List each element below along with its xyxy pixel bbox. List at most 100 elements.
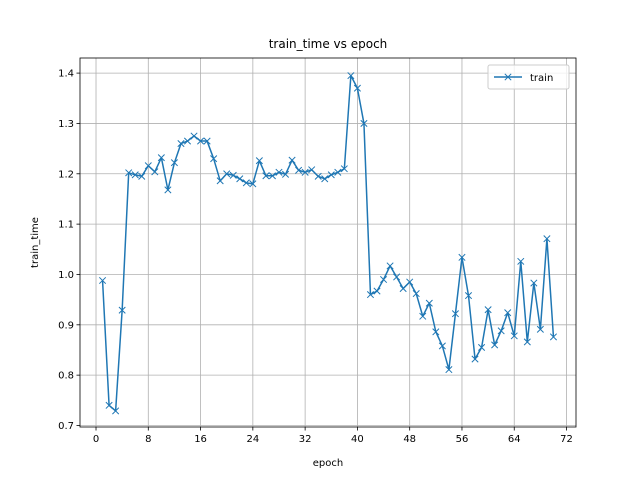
data-point [242,179,250,187]
tick-layer: 0 8 16 24 32 40 48 56 64 72 0.7 0.8 0.9 1.0 1.1 1.2 1.3 1… [58,69,573,445]
series-layer [98,72,558,415]
x-tick-label: 48 [403,434,416,445]
x-tick-label: 64 [508,434,521,445]
data-point [406,278,414,286]
data-point [347,72,355,80]
data-point [236,175,244,183]
data-point [203,137,211,145]
data-point [105,401,113,409]
y-tick-label: 1.0 [58,270,74,281]
data-point [255,157,263,165]
x-tick-label: 56 [456,434,469,445]
data-point [484,306,492,314]
data-point [223,170,231,178]
legend: train [487,64,570,90]
data-point [360,119,368,127]
data-point [438,342,446,350]
data-point [281,170,290,178]
series-line-train [101,74,555,412]
data-point [229,171,237,179]
data-point [412,290,420,298]
data-point [523,338,531,346]
data-point [151,168,159,176]
data-point [386,262,394,270]
data-point [138,172,146,180]
y-tick-label: 0.8 [58,371,74,382]
data-point [419,312,427,320]
data-point [301,168,309,176]
data-point [190,132,198,140]
data-point [399,285,407,293]
data-point [536,325,544,333]
data-point [373,287,381,295]
data-point [321,175,329,183]
data-point [393,273,401,281]
data-point [549,333,558,341]
y-tick-label: 1.1 [58,220,74,231]
x-tick-label: 72 [560,434,573,445]
data-point [471,355,479,363]
data-point [425,299,433,307]
chart-title: train_time vs epoch [269,37,388,51]
data-point [157,154,165,162]
data-point [308,166,316,174]
data-point [164,186,172,194]
legend-entry-train: train [530,73,553,84]
data-point [183,137,192,145]
data-point [112,407,120,415]
data-point [445,366,453,374]
y-tick-label: 1.2 [58,169,74,180]
data-point [125,169,133,177]
data-point [197,137,205,145]
data-point [504,309,512,317]
data-point [543,235,551,243]
data-point [177,140,185,148]
y-tick-label: 0.9 [58,320,74,331]
x-tick-label: 40 [351,434,364,445]
data-point [432,328,440,336]
data-point [366,291,375,299]
data-point [517,257,525,265]
data-point [340,165,348,173]
y-tick-label: 1.4 [58,69,74,80]
data-point [530,279,538,287]
data-point [118,306,126,314]
data-point [464,292,473,300]
y-tick-label: 0.7 [58,421,74,432]
data-point [478,343,486,352]
legend-box [487,64,570,90]
data-point [451,310,459,318]
data-point [131,171,139,179]
data-point [170,159,178,167]
data-point [249,180,257,188]
data-point [144,162,152,170]
data-point [314,172,322,180]
data-point [268,172,277,180]
data-point [334,168,342,176]
x-axis-label: epoch [313,458,343,469]
x-tick-label: 8 [145,434,151,445]
data-point [275,168,283,176]
data-point [379,275,388,284]
data-point [353,84,361,92]
data-point [497,327,505,335]
data-point [295,166,303,174]
data-point [491,341,499,349]
y-tick-label: 1.3 [58,119,74,130]
data-point [510,332,518,340]
grid-layer [80,58,576,427]
x-tick-label: 16 [194,434,207,445]
data-point [216,177,224,185]
data-point [458,253,466,261]
y-axis-label: train_time [30,217,41,268]
data-point [288,156,296,164]
x-tick-label: 24 [246,434,259,445]
data-point [98,276,107,285]
data-point [210,155,218,163]
data-point [327,171,335,179]
plot-frame [79,57,577,428]
x-tick-label: 0 [93,434,99,445]
x-tick-label: 32 [299,434,312,445]
